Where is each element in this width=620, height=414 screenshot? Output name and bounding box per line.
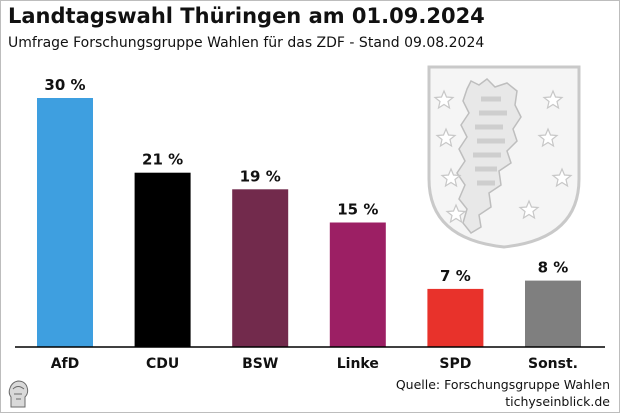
chart-subtitle: Umfrage Forschungsgruppe Wahlen für das … xyxy=(8,35,485,51)
value-label-cdu: 21 % xyxy=(142,151,183,169)
site-label: tichyseinblick.de xyxy=(505,394,610,409)
value-label-spd: 7 % xyxy=(440,267,471,285)
bar-sonst xyxy=(525,280,581,347)
category-label-sonst: Sonst. xyxy=(528,356,578,372)
category-label-cdu: CDU xyxy=(146,356,179,372)
category-label-linke: Linke xyxy=(337,356,379,372)
tichys-einblick-logo-icon xyxy=(8,380,29,408)
category-label-spd: SPD xyxy=(439,356,471,372)
category-label-bsw: BSW xyxy=(242,356,278,372)
category-label-afd: AfD xyxy=(51,356,80,372)
value-label-afd: 30 % xyxy=(44,76,85,94)
chart-title: Landtagswahl Thüringen am 01.09.2024 xyxy=(8,4,485,28)
value-label-linke: 15 % xyxy=(337,201,378,219)
source-note: Quelle: Forschungsgruppe Wahlen tichysei… xyxy=(396,376,610,410)
bar-linke xyxy=(329,222,386,347)
source-label: Quelle: Forschungsgruppe Wahlen xyxy=(395,377,610,392)
bar-bsw xyxy=(232,189,289,347)
bar-spd xyxy=(427,288,484,347)
value-label-bsw: 19 % xyxy=(240,167,281,185)
bar-afd xyxy=(37,98,93,347)
coat-of-arms-icon xyxy=(427,65,581,249)
value-label-sonst: 8 % xyxy=(538,259,569,277)
bar-cdu xyxy=(134,172,191,347)
